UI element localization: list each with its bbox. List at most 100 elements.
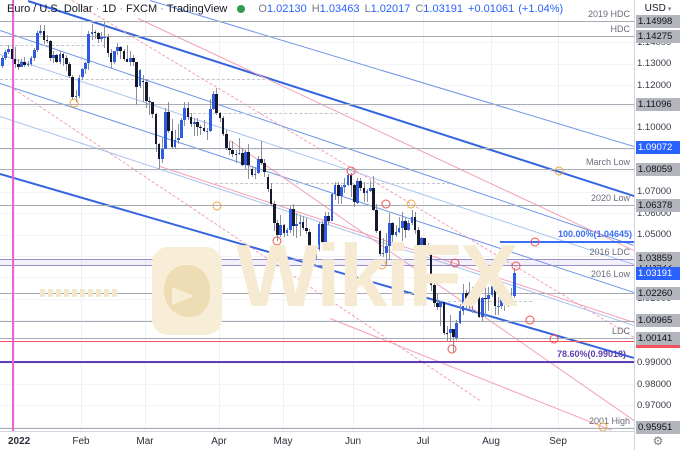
candlestick	[481, 298, 484, 317]
candle-wick	[305, 217, 307, 234]
level-axis-label: 0.95951	[636, 421, 680, 435]
touch-marker-circle[interactable]	[530, 237, 540, 247]
touch-marker-circle[interactable]	[447, 344, 457, 354]
ohlc-open: 1.02130	[266, 3, 307, 15]
candlestick	[461, 292, 465, 311]
candlestick	[257, 159, 260, 174]
candlestick	[410, 216, 414, 224]
candlestick	[330, 193, 334, 222]
touch-marker-circle[interactable]	[381, 199, 391, 209]
chart-legend: Euro / U.S. Dollar · 1D · FXCM · TradingView O1…	[7, 3, 564, 15]
candlestick	[58, 54, 62, 62]
time-axis-label: Feb	[72, 436, 90, 447]
candlestick	[426, 250, 430, 252]
touch-marker-circle[interactable]	[69, 98, 79, 108]
candlestick	[189, 116, 193, 125]
candlestick	[122, 50, 126, 60]
touch-marker-circle[interactable]	[212, 201, 222, 211]
support-zone-band[interactable]	[0, 258, 634, 267]
candlestick	[269, 189, 273, 204]
candlestick	[407, 223, 410, 230]
ohlc-high: 1.03463	[319, 3, 360, 15]
candle-wick	[366, 189, 368, 203]
horizontal-level-line[interactable]	[0, 169, 634, 171]
touch-marker-circle[interactable]	[598, 422, 608, 431]
gridline	[14, 0, 15, 431]
symbol-title[interactable]: Euro / U.S. Dollar	[7, 3, 93, 15]
horizontal-level-line[interactable]	[0, 21, 634, 22]
horizontal-level-line[interactable]	[0, 36, 634, 38]
candlestick	[100, 37, 103, 39]
fib-level-line[interactable]	[500, 241, 634, 244]
candle-wick	[203, 119, 205, 133]
watermark-dash	[112, 289, 117, 297]
price-tick-label: 0.99000	[637, 357, 672, 369]
touch-marker-circle[interactable]	[377, 260, 387, 270]
candlestick	[276, 222, 279, 235]
watermark-dash	[80, 289, 85, 297]
candle-wick	[206, 128, 208, 140]
level-name-label: LDC	[611, 326, 630, 337]
trendline[interactable]	[137, 18, 634, 251]
touch-marker-circle[interactable]	[346, 166, 356, 176]
candle-wick	[427, 242, 429, 252]
gridline	[219, 0, 220, 431]
touch-marker-circle[interactable]	[554, 166, 564, 176]
candle-wick	[485, 287, 487, 318]
price-axis[interactable]: USD▾ 1.140001.130001.120001.100001.07000…	[634, 0, 680, 450]
gridline	[0, 149, 634, 151]
horizontal-level-line[interactable]	[0, 341, 634, 343]
fib-level-line[interactable]	[0, 361, 634, 364]
level-axis-label: 1.00965	[636, 314, 680, 328]
candlestick	[289, 208, 292, 231]
touch-marker-circle[interactable]	[525, 315, 535, 325]
candlestick	[394, 232, 398, 236]
candlestick	[39, 30, 42, 34]
candlestick	[346, 175, 350, 185]
horizontal-level-line[interactable]	[0, 293, 634, 295]
candlestick	[439, 302, 442, 308]
touch-marker-circle[interactable]	[450, 258, 460, 268]
gridline	[0, 127, 634, 129]
candlestick	[106, 36, 110, 54]
ohlc-low: 1.02017	[370, 3, 411, 15]
platform-label[interactable]: TradingView	[166, 3, 228, 15]
touch-marker-circle[interactable]	[549, 334, 559, 344]
candlestick	[180, 120, 183, 138]
candlestick	[52, 54, 55, 59]
candlestick	[36, 33, 39, 50]
horizontal-level-line[interactable]	[0, 205, 634, 207]
horizontal-level-line[interactable]	[0, 338, 634, 340]
level-axis-label: 1.06378	[636, 198, 680, 212]
touch-marker-circle[interactable]	[406, 199, 416, 209]
horizontal-level-line[interactable]	[0, 427, 634, 429]
axis-settings-gear-icon[interactable]: ⚙	[652, 434, 664, 448]
vertical-marker-line[interactable]	[12, 0, 14, 431]
candlestick	[237, 153, 241, 155]
selected-line-price-label: 1.09072	[636, 141, 680, 155]
horizontal-level-line[interactable]	[0, 147, 634, 149]
band-bottom-label: 2016 Low	[590, 269, 630, 280]
candlestick	[241, 153, 244, 165]
pivot-dotted-line	[188, 113, 348, 114]
horizontal-level-line[interactable]	[0, 104, 634, 106]
time-axis[interactable]: 2022 Feb Mar Apr May Jun Jul Aug Sep	[0, 431, 634, 450]
horizontal-level-line[interactable]	[0, 320, 634, 322]
timeframe-label[interactable]: 1D	[102, 3, 117, 15]
candle-wick	[177, 123, 179, 144]
watermark-dash	[88, 289, 93, 297]
candlestick	[202, 128, 206, 132]
touch-marker-circle[interactable]	[272, 236, 282, 246]
gridline	[0, 298, 634, 300]
candlestick	[273, 203, 276, 223]
candlestick	[218, 113, 222, 118]
price-chart-pane[interactable]: WikiFX 2019 HDC HDC March Low 2020 Low LDC 20…	[0, 0, 634, 431]
candle-wick	[453, 328, 455, 352]
candlestick	[381, 252, 385, 254]
currency-selector[interactable]: USD ▾	[644, 3, 672, 14]
candlestick	[324, 215, 327, 243]
candlestick	[282, 224, 286, 234]
candle-wick	[126, 44, 128, 63]
candlestick	[292, 208, 295, 226]
touch-marker-circle[interactable]	[511, 261, 521, 271]
